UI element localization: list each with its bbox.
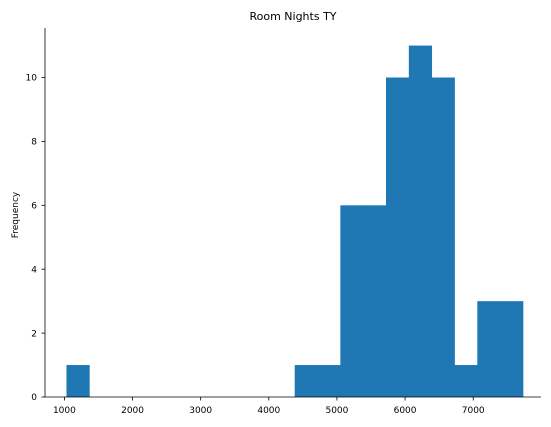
histogram-bar-18 xyxy=(477,301,500,397)
histogram-bar-14 xyxy=(386,78,409,397)
x-tick-label: 4000 xyxy=(257,406,280,416)
x-tick-label: 2000 xyxy=(121,406,144,416)
y-tick-label: 8 xyxy=(31,138,37,148)
bars-group xyxy=(66,46,523,397)
x-tick-label: 6000 xyxy=(394,406,417,416)
histogram-bar-13 xyxy=(363,205,386,397)
histogram-bar-16 xyxy=(432,78,455,397)
x-tick-label: 1000 xyxy=(53,406,76,416)
histogram-bar-11 xyxy=(318,365,341,397)
histogram-bar-15 xyxy=(409,46,432,397)
histogram-bar-12 xyxy=(340,205,363,397)
y-tick-label: 10 xyxy=(26,74,38,84)
histogram-bar-10 xyxy=(295,365,318,397)
x-ticks-group: 1000 2000 3000 4000 5000 6000 7000 xyxy=(53,397,485,416)
x-tick-label: 5000 xyxy=(325,406,348,416)
histogram-bar-17 xyxy=(454,365,477,397)
y-ticks-group: 0 2 4 6 8 10 xyxy=(26,74,45,403)
y-tick-label: 4 xyxy=(31,265,37,275)
y-tick-label: 6 xyxy=(31,202,37,212)
x-tick-label: 3000 xyxy=(189,406,212,416)
y-tick-label: 2 xyxy=(31,329,37,339)
x-tick-label: 7000 xyxy=(462,406,485,416)
y-tick-label: 0 xyxy=(31,393,37,403)
histogram-bar-0 xyxy=(66,365,89,397)
y-axis-label: Frequency xyxy=(11,191,21,238)
chart-title: Room Nights TY xyxy=(249,10,336,23)
histogram-bar-19 xyxy=(500,301,523,397)
